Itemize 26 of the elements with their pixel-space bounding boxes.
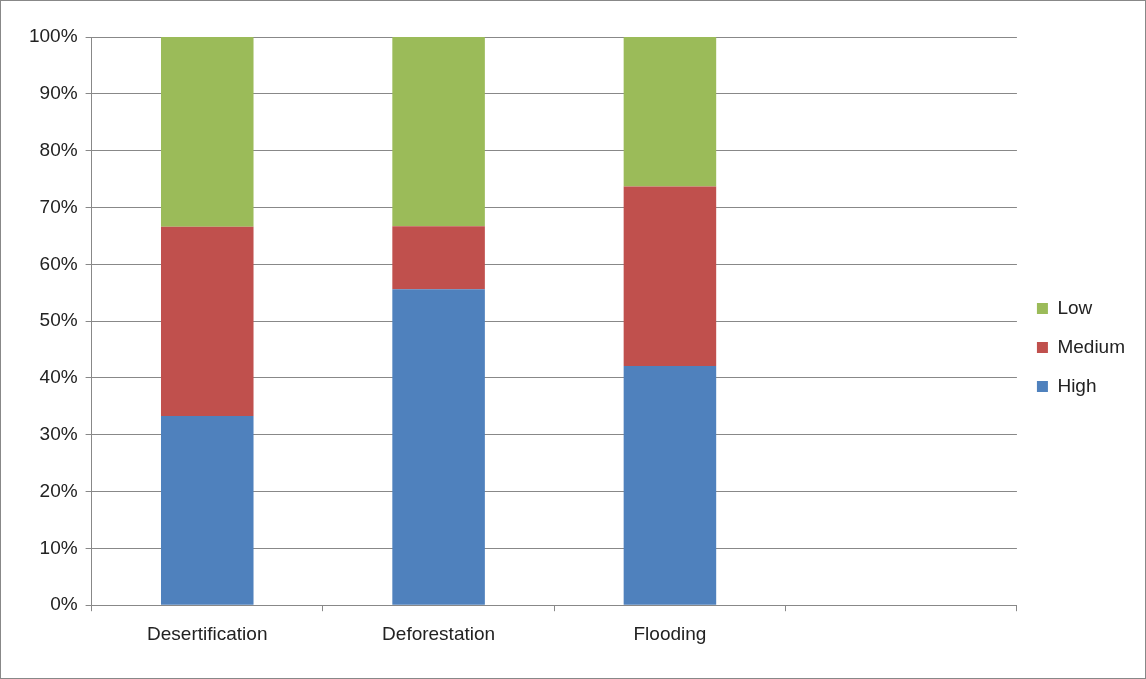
- y-tick-label: 50%: [39, 309, 78, 331]
- y-tick-label: 100%: [28, 25, 78, 47]
- y-tick-label: 40%: [39, 366, 78, 388]
- y-tick-label: 90%: [39, 82, 78, 104]
- y-tick-label: 30%: [39, 422, 78, 444]
- legend-label: Low: [1057, 296, 1093, 318]
- bar: [623, 365, 717, 605]
- y-tick-label: 80%: [39, 138, 78, 160]
- y-tick-label: 20%: [39, 479, 78, 501]
- y-tick-label: 60%: [39, 252, 78, 274]
- bar: [392, 226, 485, 290]
- bar: [623, 186, 717, 366]
- x-tick-label: Desertification: [147, 622, 268, 644]
- x-tick-label: Flooding: [633, 622, 707, 644]
- y-tick-label: 0%: [50, 593, 78, 615]
- bar: [160, 415, 254, 605]
- y-tick-label: 70%: [39, 195, 78, 217]
- x-tick-label: Deforestation: [382, 622, 496, 644]
- legend-label: Medium: [1057, 335, 1125, 357]
- legend-label: High: [1057, 374, 1097, 396]
- bar: [160, 226, 254, 416]
- y-tick-label: 10%: [39, 536, 78, 558]
- bar: [623, 37, 717, 187]
- bar: [392, 37, 485, 227]
- bar: [392, 289, 485, 605]
- bar: [160, 37, 254, 227]
